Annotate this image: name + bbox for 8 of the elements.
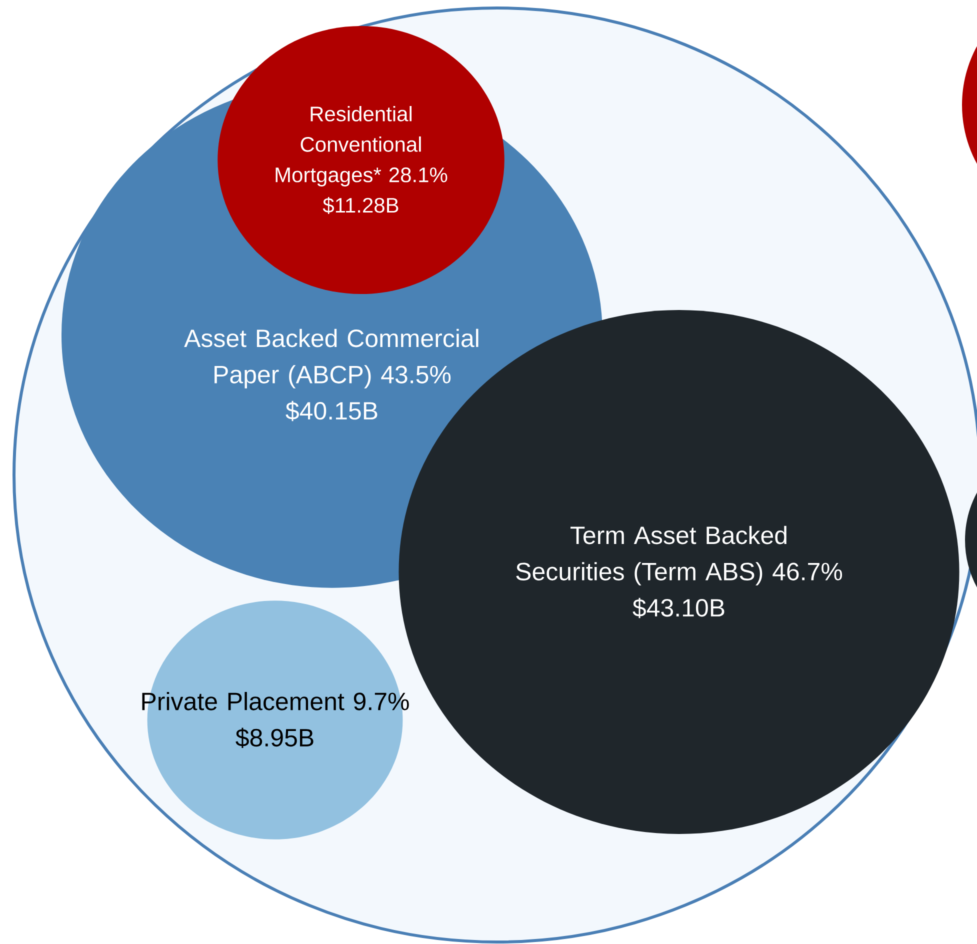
data-label: $43.10B bbox=[632, 598, 724, 618]
data-label: $11.28B bbox=[322, 197, 398, 214]
category-label: Residential Conventional Mortgages* 28.1% bbox=[276, 106, 448, 186]
data-label: $8.95B bbox=[236, 728, 314, 748]
data-label: $40.15B bbox=[286, 400, 378, 422]
category-label: Asset Backed Commercial Paper (ABCP) 43.5% bbox=[184, 328, 478, 388]
category-label: Private Placement 9.7% bbox=[142, 692, 409, 710]
category-label: Term Asset Backed Securities (Term ABS) 46.7% bbox=[516, 526, 842, 586]
